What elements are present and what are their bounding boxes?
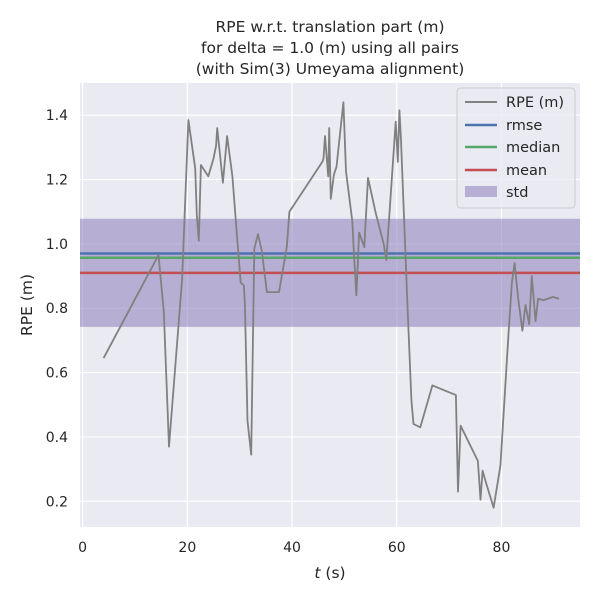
- x-tick-label: 20: [178, 540, 196, 556]
- legend: RPE (m) rmse median mean std: [456, 87, 576, 209]
- series-layer: [102, 101, 560, 509]
- legend-swatch-std: [465, 186, 497, 197]
- chart-title-line-1: RPE w.r.t. translation part (m): [215, 18, 444, 36]
- x-axis-label-unit: (s): [320, 564, 345, 582]
- y-tick-label: 0.8: [46, 301, 68, 317]
- x-tick-label: 40: [283, 540, 301, 556]
- x-axis-label: t (s): [314, 564, 345, 582]
- legend-label-rmse: rmse: [506, 118, 542, 134]
- legend-label-median: median: [506, 140, 560, 156]
- chart-title-line-2: for delta = 1.0 (m) using all pairs: [201, 39, 459, 57]
- x-tick-labels: 0 20 40 60 80: [78, 540, 510, 556]
- y-tick-label: 0.2: [46, 494, 68, 510]
- x-tick-label: 80: [493, 540, 511, 556]
- y-axis-label: RPE (m): [18, 274, 36, 336]
- chart-title-line-3: (with Sim(3) Umeyama alignment): [196, 60, 465, 78]
- legend-box: [456, 87, 576, 209]
- y-tick-label: 1.0: [46, 237, 68, 253]
- y-tick-label: 0.6: [46, 366, 68, 382]
- y-tick-label: 1.2: [46, 173, 68, 189]
- x-tick-label: 60: [388, 540, 406, 556]
- y-tick-labels: 0.2 0.4 0.6 0.8 1.0 1.2 1.4: [46, 108, 68, 510]
- statistics-layer: [80, 218, 580, 327]
- rpe-series-line: [102, 101, 560, 509]
- legend-label-rpe: RPE (m): [506, 95, 564, 111]
- y-tick-label: 1.4: [46, 108, 68, 124]
- x-tick-label: 0: [78, 540, 87, 556]
- x-axis-label-symbol: t: [314, 564, 321, 582]
- legend-label-std: std: [506, 185, 528, 201]
- y-tick-label: 0.4: [46, 430, 68, 446]
- legend-label-mean: mean: [506, 163, 547, 179]
